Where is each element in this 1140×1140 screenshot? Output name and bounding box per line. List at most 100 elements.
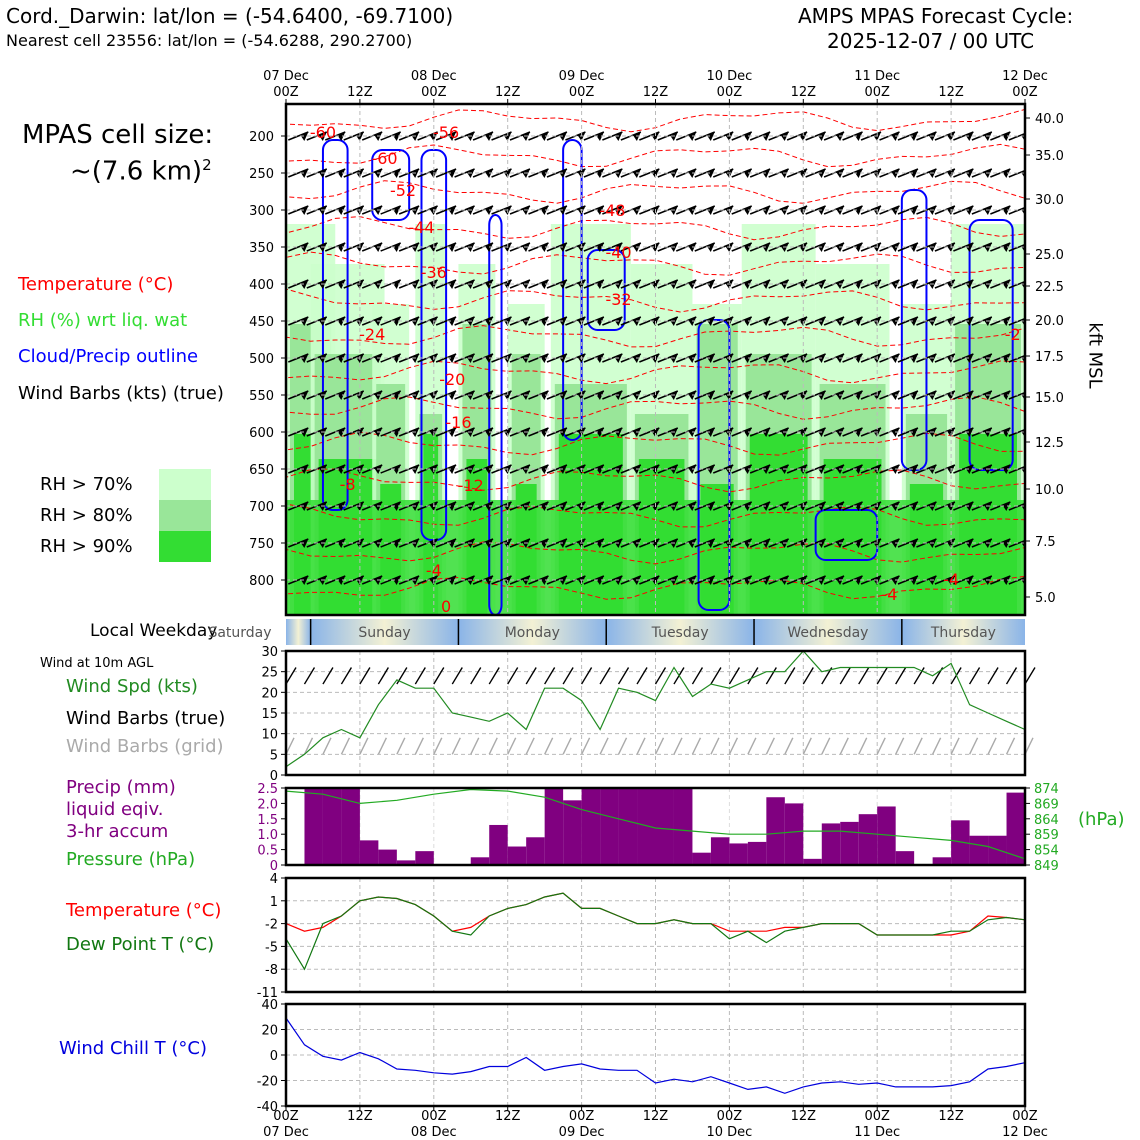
temp-panel-ytick-label: -2 (265, 918, 278, 933)
chill-panel-ytick-label: 40 (261, 998, 278, 1013)
precip-panel-ytick-label: 2.5 (257, 782, 278, 797)
wind-barb-flag (337, 539, 346, 548)
top-hour-label: 12Z (347, 85, 373, 100)
top-hour-label: 00Z (717, 85, 743, 100)
wind-barb-grid (987, 737, 997, 755)
wind-barb-grid (821, 737, 831, 755)
legend-rh: RH (%) wrt liq. wat (18, 310, 188, 331)
wind-barb-flag (762, 280, 771, 289)
wind-barb-flag (448, 317, 457, 326)
wind-barb-flag (965, 169, 974, 178)
wind-barb-true (599, 667, 611, 685)
wind-barb-grid (414, 737, 424, 755)
chill-panel-ytick-label: 20 (261, 1024, 278, 1039)
cloud-outline (371, 149, 411, 221)
wind-barb-flag (392, 354, 401, 363)
wind-barb-grid (1024, 737, 1034, 755)
wind-barb-flag (337, 428, 346, 437)
wind-barb-flag (503, 391, 512, 400)
wind-barb-flag (300, 243, 309, 252)
wind-barb-flag (595, 391, 604, 400)
wind-barb-flag (595, 280, 604, 289)
wind-barb-flag (762, 576, 771, 585)
wind-panel: 0 5 10 15 20 25 30 (261, 645, 1036, 784)
kft-tick-label: 10.0 (1035, 483, 1064, 498)
temperature-label: -12 (458, 476, 484, 495)
precip-label-2: liquid eqiv. (66, 799, 164, 820)
temperature-label: -52 (390, 181, 416, 200)
pressure-tick-label: 300 (249, 204, 274, 219)
precip-bar (766, 797, 785, 865)
cloud-outline (488, 214, 503, 615)
wind-barb-flag (909, 169, 918, 178)
precip-bar (581, 788, 601, 865)
wind-barb-flag (854, 502, 863, 511)
precip-bar (784, 803, 804, 865)
wind-barb (1008, 243, 1025, 252)
wind-barb-true (433, 667, 445, 685)
weekday-cell (901, 619, 1025, 645)
precip-bar (673, 788, 693, 865)
pressure-tick-label: 500 (249, 352, 274, 367)
wind-barb-flag (448, 539, 457, 548)
wind-barb-grid (913, 737, 923, 755)
wind-barb-flag (743, 132, 752, 141)
wind-barb-true (562, 667, 574, 685)
temperature-contour (286, 360, 1025, 385)
precip-bar (507, 846, 527, 865)
wind-barb (1008, 428, 1025, 437)
wind-barb-true (876, 667, 888, 685)
wind-barb-true (359, 667, 371, 685)
precip-bar (858, 814, 878, 865)
station-title: Cord._Darwin: lat/lon = (-54.6400, -69.7… (6, 4, 454, 28)
wind-barb-grid (470, 737, 480, 755)
wind-barb-flag (1002, 206, 1011, 215)
wind-panel-ytick-label: 10 (261, 728, 278, 743)
wind-barb-flag (337, 317, 346, 326)
wind-barb-flag (909, 502, 918, 511)
wind-barb-flag (706, 428, 715, 437)
bottom-hour-label: 00Z (569, 1109, 595, 1124)
wind-barb-flag (965, 243, 974, 252)
windchill-line (285, 1017, 1026, 1094)
wind-barb-flag (337, 206, 346, 215)
wind-barb-flag (799, 539, 808, 548)
precip-panel-ytick-label: 0.5 (257, 844, 278, 859)
wind-barb-grid (285, 737, 295, 755)
kft-tick-label: 22.5 (1035, 280, 1064, 295)
top-date-label: 10 Dec (706, 69, 752, 84)
wind-barb (1008, 206, 1025, 215)
top-hour-label: 00Z (273, 85, 299, 100)
wind-barb-grid (950, 737, 960, 755)
kft-tick-label: 15.0 (1035, 391, 1064, 406)
wind-barb (1008, 317, 1025, 326)
sounding-panel: -60 -56-60-52-36-44-48-40-32-24-20-16-12-… (249, 69, 1064, 617)
chill-panel-ytick-label: -40 (257, 1100, 278, 1115)
wind-barb-flag (540, 391, 549, 400)
bottom-hour-label: 12Z (938, 1109, 964, 1124)
wind-barb-grid (322, 737, 332, 755)
temperature-contour (286, 288, 1025, 313)
wind-barb-flag (337, 465, 346, 474)
precip-bar (951, 820, 970, 865)
wind-barb-true (303, 667, 316, 685)
wind-barb-true (710, 667, 722, 685)
wind-barb-grid (525, 737, 535, 755)
precip-bar (470, 857, 490, 865)
legend-rh90-swatch (159, 531, 211, 562)
top-hour-label: 12Z (791, 85, 817, 100)
wind-barb-flag (1002, 465, 1011, 474)
temperature-label: -2 (1005, 325, 1021, 344)
wind-barb-true (544, 667, 556, 685)
wind-barb-flag (540, 169, 549, 178)
wind-barb-flag (909, 206, 918, 215)
wind-barb-flag (799, 132, 808, 141)
wind-barb-flag (706, 502, 715, 511)
bottom-date-label: 08 Dec (411, 1125, 457, 1140)
wind-barb-grid (968, 737, 979, 755)
wind-barb-grid (654, 737, 665, 755)
bottom-date-label: 09 Dec (559, 1125, 605, 1140)
wind-barb-flag (503, 169, 512, 178)
precip-bar (322, 788, 342, 865)
wind-barb-flag (392, 169, 401, 178)
